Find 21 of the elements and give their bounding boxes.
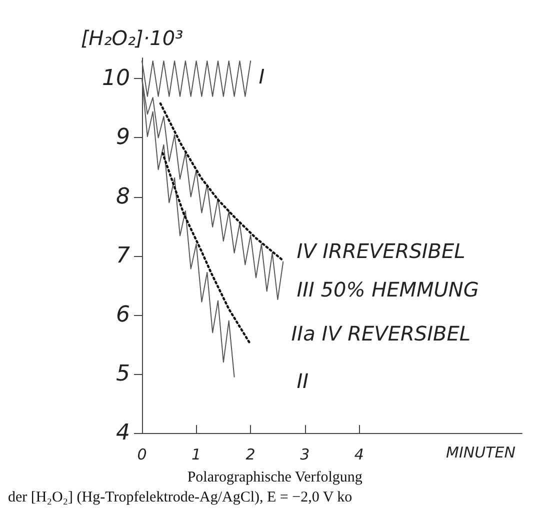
series-label: III 50% HEMMUNG <box>296 277 479 302</box>
y-tick-label: 8 <box>116 184 130 210</box>
text: II <box>296 368 309 393</box>
x-tick-label: 2 <box>246 446 256 464</box>
y-tick-label: 10 <box>102 66 130 92</box>
text: Polarographische Verfolgung <box>187 470 363 486</box>
text: IIa IV REVERSIBEL <box>291 322 470 346</box>
series-label: I <box>258 64 265 89</box>
x-tick-label: 3 <box>300 446 310 464</box>
y-tick-label: 4 <box>116 420 130 446</box>
y-axis-title: [H₂O₂]·10³ <box>80 26 184 50</box>
x-tick-label: 4 <box>354 446 364 464</box>
y-tick-label: 5 <box>116 361 130 386</box>
x-tick-label: 1 <box>192 446 202 464</box>
y-tick-label: 9 <box>116 125 130 150</box>
y-tick-label: 7 <box>116 243 130 268</box>
x-axis-title: MINUTEN <box>446 444 516 462</box>
series-label: IV IRREVERSIBEL <box>296 238 466 263</box>
y-tick-label: 6 <box>116 302 130 328</box>
text: der [H₂O₂] (Hg-Tropfelektrode-Ag/AgCl), E = −2,0 V ko <box>8 490 352 506</box>
x-tick-label: 0 <box>137 446 147 464</box>
